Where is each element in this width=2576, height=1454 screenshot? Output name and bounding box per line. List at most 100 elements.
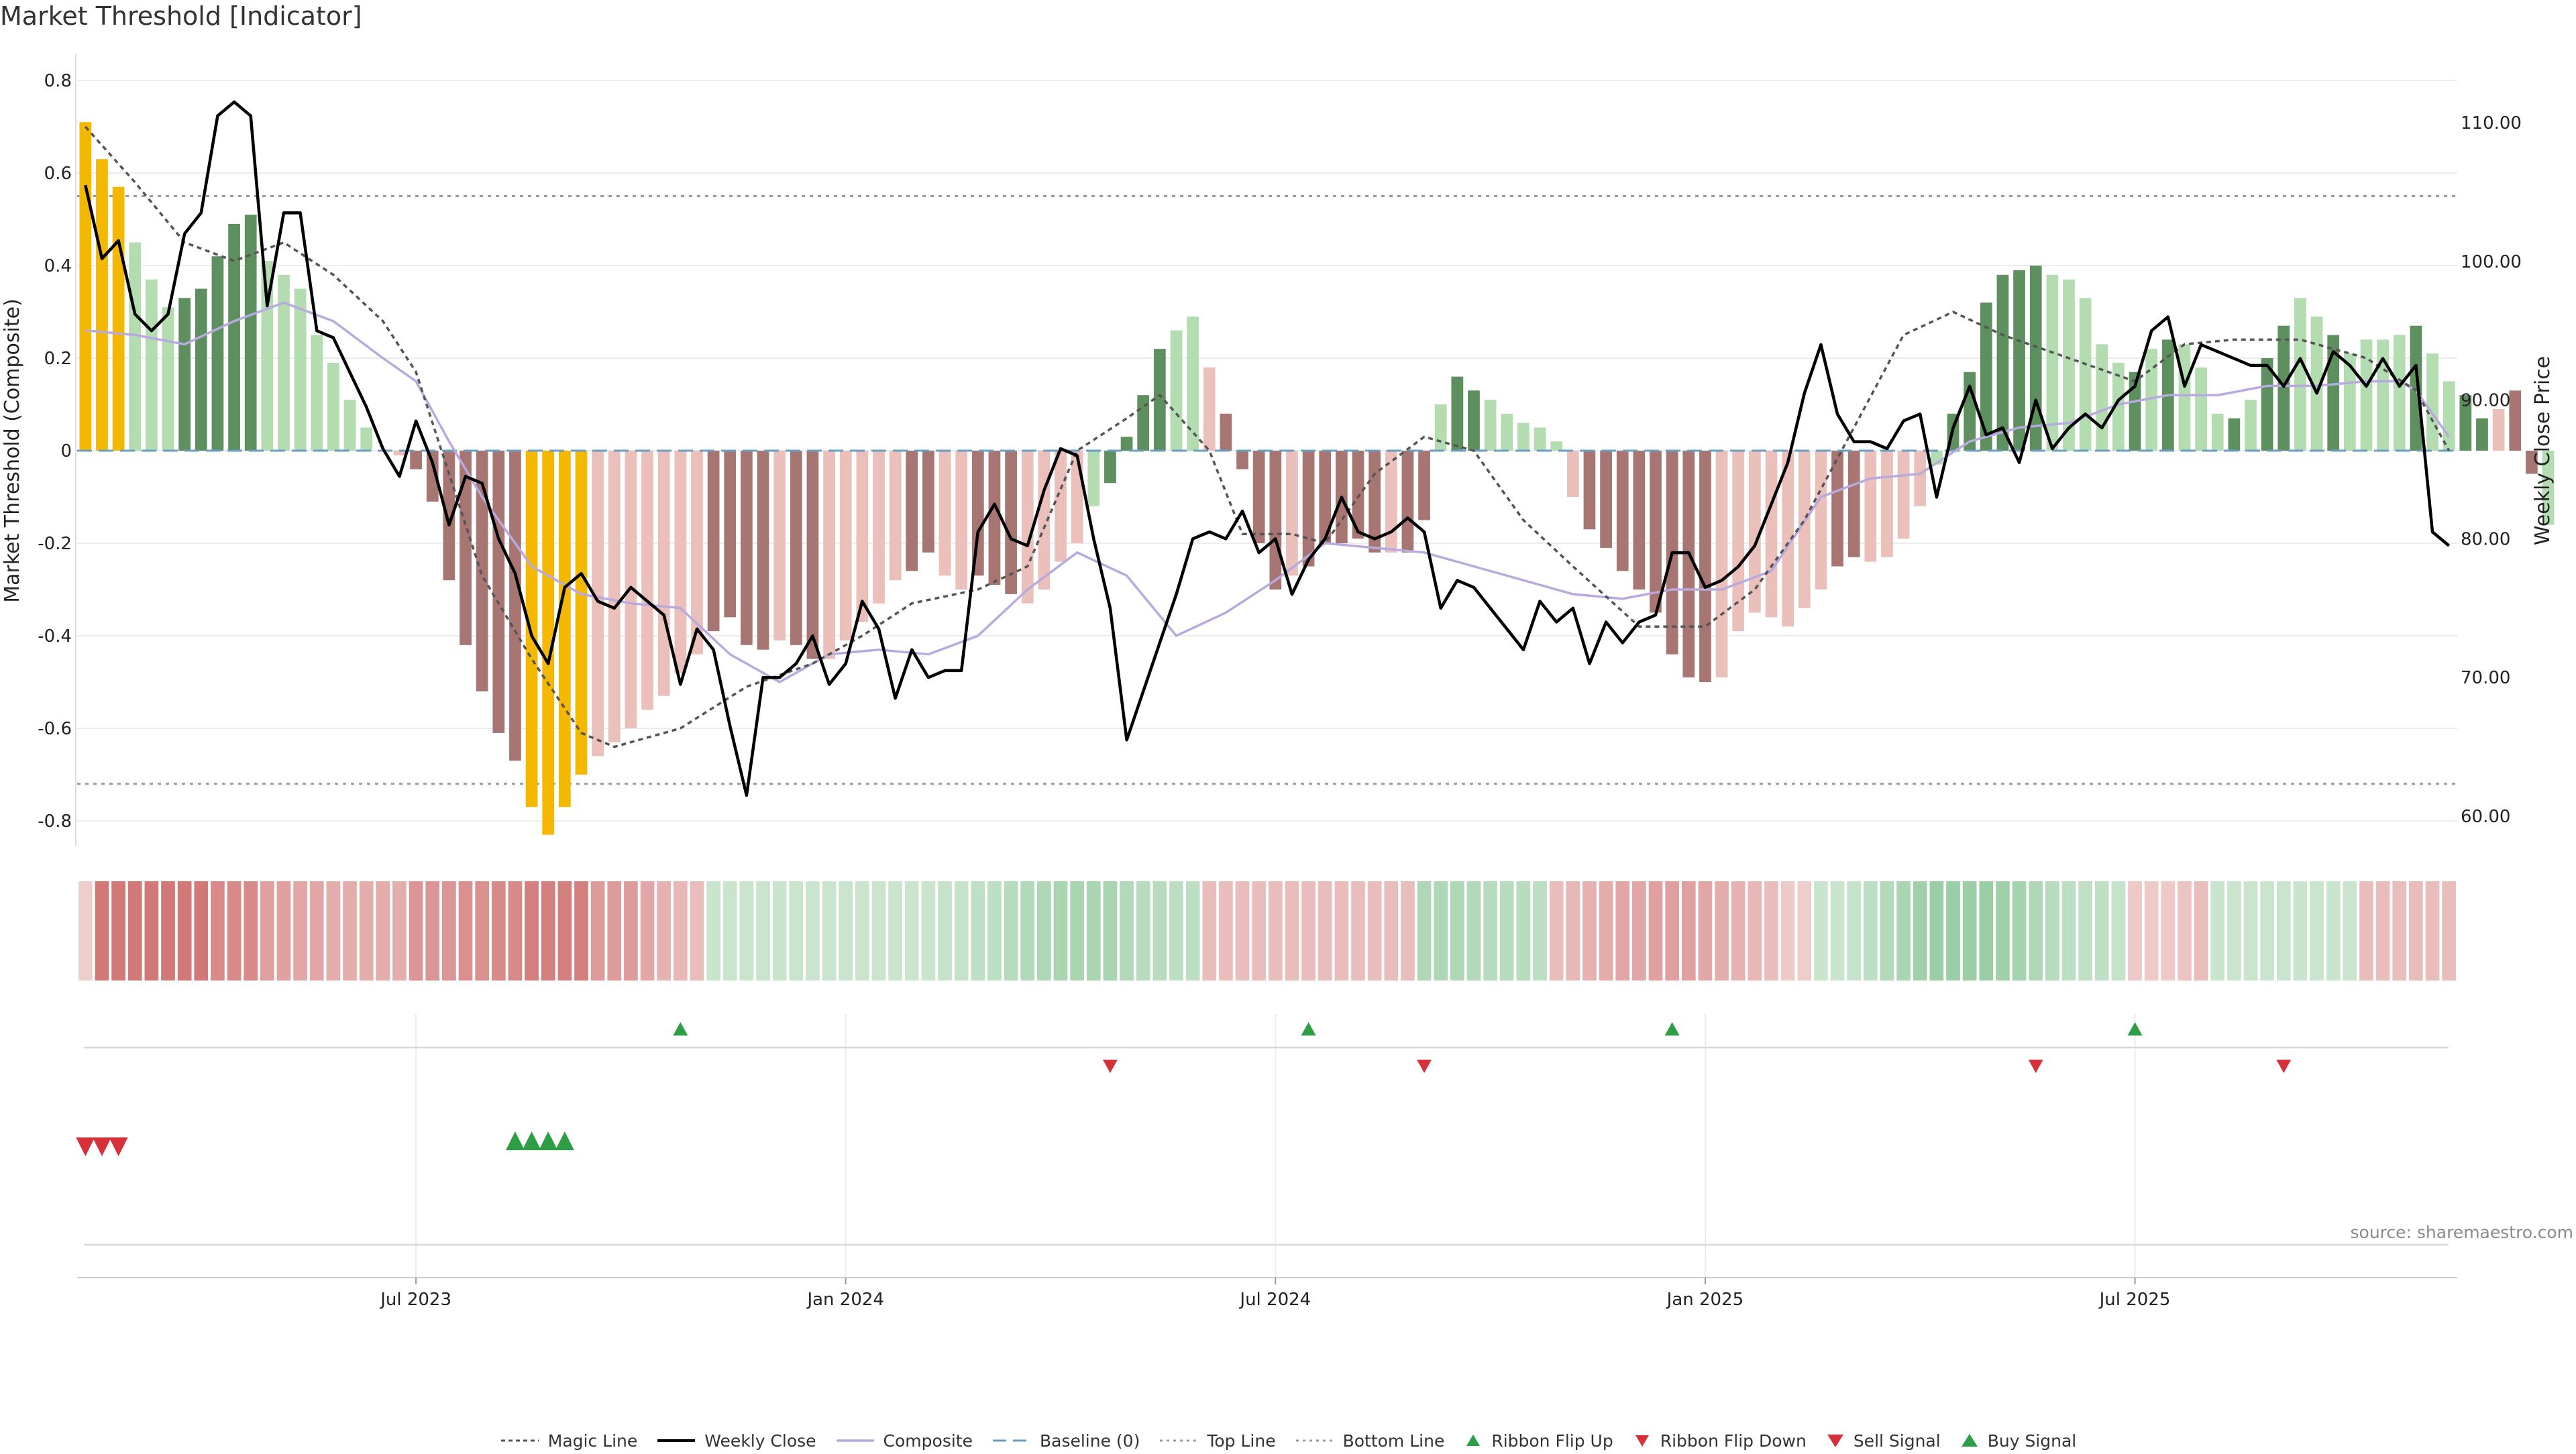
ribbon-cell <box>1615 881 1630 981</box>
composite-bar <box>1566 451 1579 497</box>
ribbon-cell <box>1996 881 2010 981</box>
ribbon-cell <box>2359 881 2373 981</box>
ribbon-cell <box>789 881 804 981</box>
ribbon-cell <box>888 881 902 981</box>
y2-tick-label: 60.00 <box>2461 807 2510 827</box>
composite-bar <box>178 298 191 451</box>
ribbon-cell <box>359 881 374 981</box>
ribbon-cell <box>590 881 605 981</box>
legend-item-buy: Buy Signal <box>1960 1431 2076 1451</box>
legend-label: Bottom Line <box>1342 1431 1445 1451</box>
ribbon-cell <box>2276 881 2291 981</box>
composite-bar <box>1352 451 1364 539</box>
ribbon-cell <box>1450 881 1464 981</box>
flip_up-swatch <box>1466 1435 1481 1446</box>
composite-bar <box>542 451 555 835</box>
ribbon-cell <box>475 881 490 981</box>
ribbon-cell <box>1715 881 1729 981</box>
legend-label: Weekly Close <box>704 1431 816 1451</box>
ribbon-cell <box>1152 881 1167 981</box>
x-tick-label: Jul 2024 <box>1238 1290 1311 1310</box>
composite-bar <box>608 451 621 742</box>
ribbon-flip-up-marker <box>1301 1022 1316 1036</box>
composite-bar <box>2112 362 2125 451</box>
composite-bar <box>2046 274 2059 451</box>
legend-item-composite: Composite <box>835 1431 973 1451</box>
composite-bar <box>657 451 670 696</box>
composite-bar <box>1071 451 1083 543</box>
composite-bar <box>2178 344 2191 451</box>
composite-bar <box>129 242 142 451</box>
ribbon-cell <box>1599 881 1613 981</box>
x-tick-label: Jul 2023 <box>379 1290 451 1310</box>
composite-bar <box>1964 372 1976 451</box>
ribbon-cell <box>260 881 274 981</box>
y-tick-label: 0.6 <box>44 164 72 184</box>
ribbon-cell <box>1847 881 1862 981</box>
ribbon-cell <box>1499 881 1514 981</box>
signal-markers <box>76 1022 2449 1246</box>
composite-bar <box>2393 335 2406 451</box>
composite-bar <box>2542 451 2555 525</box>
legend-label: Top Line <box>1207 1431 1276 1451</box>
ribbon-cell <box>1863 881 1878 981</box>
ribbon-cell <box>1466 881 1481 981</box>
composite-bar <box>1252 451 1265 543</box>
composite-bar <box>674 451 687 673</box>
legend: Magic Line Weekly Close Composite Baseline … <box>0 1427 2576 1454</box>
composite-bar <box>641 451 653 710</box>
composite-bar <box>707 451 720 632</box>
ribbon-cell <box>2144 881 2159 981</box>
ribbon-cell <box>227 881 241 981</box>
composite-bar <box>839 451 852 640</box>
ribbon-strip <box>78 881 2457 981</box>
ribbon-flip-down-marker <box>1102 1060 1118 1073</box>
composite-bar <box>2509 390 2522 451</box>
ribbon-cell <box>1235 881 1250 981</box>
ribbon-cell <box>1020 881 1035 981</box>
y-tick-label: -0.2 <box>38 534 72 554</box>
legend-label: Ribbon Flip Down <box>1660 1431 1807 1451</box>
ribbon-cell <box>722 881 737 981</box>
ribbon-cell <box>1648 881 1663 981</box>
y2-tick-label: 70.00 <box>2461 668 2510 688</box>
ribbon-cell <box>2178 881 2192 981</box>
ribbon-cell <box>508 881 523 981</box>
chart-axes: 0.8 0.6 0.4 0.2 0 -0.2 -0.4 -0.6 -0.8 Market Thre… <box>1 54 2555 846</box>
ribbon-cell <box>194 881 209 981</box>
ribbon-cell <box>2409 881 2423 981</box>
ribbon-cell <box>177 881 192 981</box>
composite-bar <box>2195 367 2207 451</box>
ribbon-cell <box>1268 881 1283 981</box>
ribbon-cell <box>425 881 440 981</box>
ribbon-flip-down-marker <box>1417 1060 1432 1073</box>
composite-bar <box>2443 381 2455 451</box>
composite-line <box>85 301 2451 684</box>
composite-bar <box>1517 423 1529 451</box>
y-tick-label: 0 <box>60 441 72 461</box>
ribbon-cell <box>1004 881 1018 981</box>
ribbon-cell <box>343 881 357 981</box>
ribbon-cell <box>690 881 704 981</box>
composite-bar <box>1748 451 1761 613</box>
composite-bar <box>426 451 439 502</box>
legend-item-flip_down: Ribbon Flip Down <box>1632 1431 1807 1451</box>
composite-bar <box>922 451 934 553</box>
ribbon-cell <box>1929 881 1944 981</box>
ribbon-cell <box>1086 881 1101 981</box>
composite-bar <box>2410 325 2422 451</box>
composite-bar <box>1153 349 1166 451</box>
composite-bar <box>146 279 158 451</box>
ribbon-cell <box>409 881 423 981</box>
composite-bar <box>1236 451 1248 469</box>
ribbon-cell <box>1516 881 1531 981</box>
composite-bar <box>955 451 968 590</box>
y-tick-label: -0.8 <box>38 812 72 832</box>
buy-signal-marker <box>555 1131 574 1150</box>
composite-bar <box>1319 451 1332 543</box>
ribbon-cell <box>1681 881 1696 981</box>
composite-bar <box>1451 376 1464 451</box>
composite-bar <box>2327 335 2340 451</box>
x-tick-label: Jan 2024 <box>806 1290 884 1310</box>
